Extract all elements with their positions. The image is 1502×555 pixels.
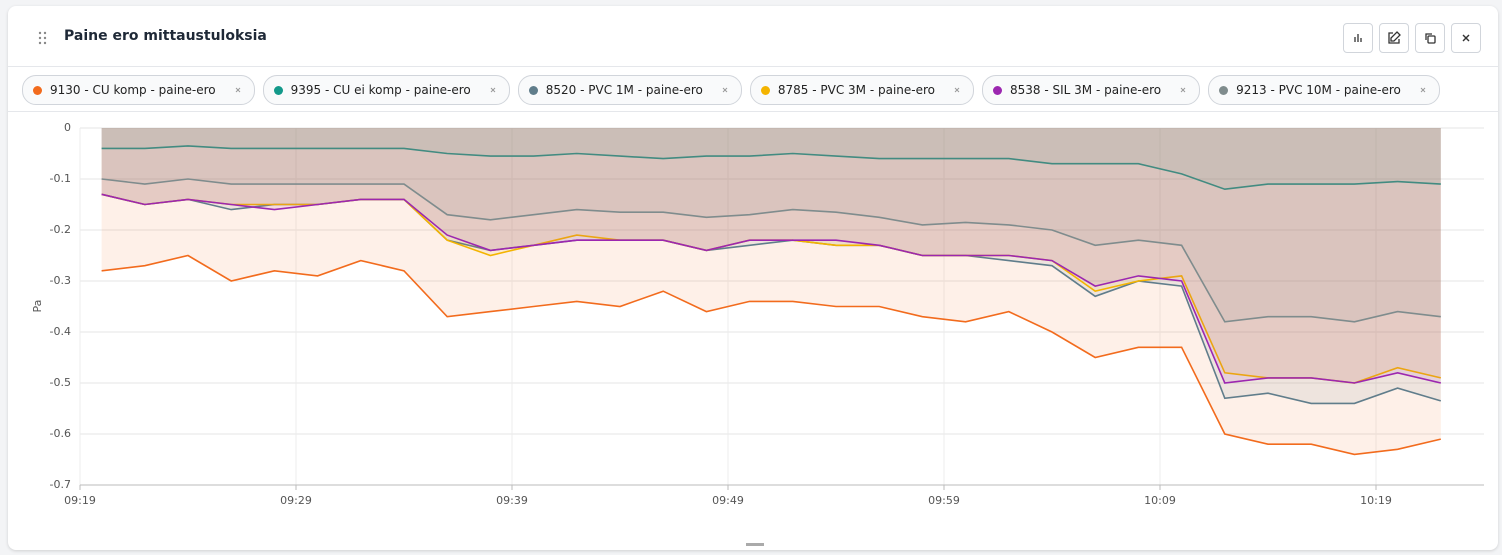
y-tick-label: -0.1 [50,172,71,185]
series-line [101,193,1441,384]
chip-dot [273,85,283,95]
series-area [101,128,1441,383]
series-chip[interactable]: 9395 - CU ei komp - paine-ero [262,75,510,105]
x-tick-label: 09:19 [64,494,96,507]
x-tick-label: 09:39 [496,494,528,507]
series-chip[interactable]: 9130 - CU komp - paine-ero [22,75,255,105]
chip-label: 8538 - SIL 3M - paine-ero [1010,83,1162,97]
widget-header: Paine ero mittaustuloksia [8,6,1498,67]
series-area [101,128,1441,190]
series-chip[interactable]: 9213 - PVC 10M - paine-ero [1208,75,1440,105]
series-chip[interactable]: 8520 - PVC 1M - paine-ero [517,75,742,105]
resize-handle[interactable] [746,543,764,547]
chip-label: 8520 - PVC 1M - paine-ero [545,83,703,97]
chip-remove[interactable] [1177,84,1189,96]
widget-card: Paine ero mittaustuloksia 9130 - CU komp… [8,6,1498,550]
chip-label: 8785 - PVC 3M - paine-ero [777,83,935,97]
series-line [101,178,1441,323]
chip-remove[interactable] [719,84,731,96]
series-line [101,254,1441,456]
series-chip[interactable]: 8785 - PVC 3M - paine-ero [749,75,974,105]
chip-remove[interactable] [232,84,244,96]
copy-button[interactable] [1415,23,1445,53]
divider [8,111,1498,112]
y-tick-label: -0.3 [50,274,71,287]
y-tick-label: -0.4 [50,325,71,338]
y-tick-label: -0.7 [50,478,71,491]
y-axis-label: Pa [31,300,44,313]
drag-handle[interactable] [38,31,48,45]
chip-dot [760,85,770,95]
x-tick-label: 10:19 [1360,494,1392,507]
chip-dot [993,85,1002,95]
x-tick-label: 10:09 [1144,494,1176,507]
series-chips: 9130 - CU komp - paine-ero 9395 - CU ei k… [22,75,1440,105]
series-area [101,128,1441,383]
x-tick-label: 09:49 [712,494,744,507]
chip-dot [1219,85,1229,95]
chart-button[interactable] [1343,23,1373,53]
x-tick-label: 09:29 [280,494,312,507]
series-chip[interactable]: 8538 - SIL 3M - paine-ero [982,75,1201,105]
chip-label: 9130 - CU komp - paine-ero [50,83,216,97]
y-tick-label: -0.2 [50,223,71,236]
edit-button[interactable] [1379,23,1409,53]
chip-remove[interactable] [951,84,963,96]
x-tick-label: 09:59 [928,494,960,507]
chip-dot [33,85,42,95]
chip-remove[interactable] [1417,84,1429,96]
chip-dot [528,85,538,95]
y-tick-label: -0.5 [50,376,71,389]
series-area [101,128,1441,404]
series-area [101,128,1441,322]
y-tick-label: -0.6 [50,427,71,440]
y-tick-label: 0 [64,121,71,134]
widget-title: Paine ero mittaustuloksia [64,28,267,44]
series-line [101,145,1441,191]
chip-label: 9213 - PVC 10M - paine-ero [1236,83,1401,97]
series-area [101,128,1441,455]
chip-remove[interactable] [487,84,499,96]
close-button[interactable] [1451,23,1481,53]
chip-label: 9395 - CU ei komp - paine-ero [290,83,471,97]
